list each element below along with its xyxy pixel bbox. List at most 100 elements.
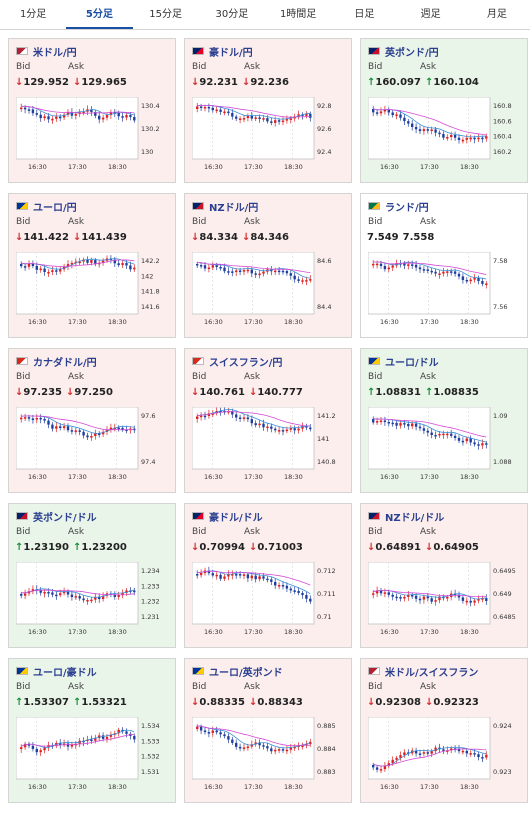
bid-ask-labels: Bid Ask xyxy=(16,682,120,692)
mini-chart[interactable]: 92.8 92.6 92.4 16:30 17:30 18:30 xyxy=(192,97,344,177)
candle xyxy=(23,743,27,748)
pair-name[interactable]: ユーロ/円 xyxy=(33,202,77,214)
pair-name[interactable]: ランド/円 xyxy=(385,202,429,214)
tab-7[interactable]: 月足 xyxy=(486,9,507,20)
tab-6[interactable]: 週足 xyxy=(420,9,441,20)
mini-chart[interactable]: 160.8 160.6 160.4 160.2 16:30 17:30 18:30 xyxy=(368,97,520,177)
candle xyxy=(418,129,422,132)
y-tick-label: 0.711 xyxy=(317,590,336,598)
candle xyxy=(461,440,465,443)
arrow-up-icon: ↑ xyxy=(424,387,434,398)
y-tick-label: 141 xyxy=(317,435,329,443)
pair-name[interactable]: NZドル/円 xyxy=(209,202,259,214)
mini-chart[interactable]: 7.58 7.56 16:30 17:30 18:30 xyxy=(368,252,520,332)
mini-chart[interactable]: 1.534 1.533 1.532 1.531 16:30 17:30 18:30 xyxy=(16,717,168,797)
mini-chart[interactable]: 130.4 130.2 130 16:30 17:30 18:30 xyxy=(16,97,168,177)
candle xyxy=(399,114,402,118)
candle xyxy=(407,264,410,266)
candle xyxy=(219,267,222,269)
candle xyxy=(227,574,230,577)
candle xyxy=(62,114,66,118)
y-tick-label: 141.6 xyxy=(141,303,160,311)
pair-name[interactable]: 豪ドル/ドル xyxy=(209,512,263,524)
candle xyxy=(199,415,203,418)
rate-card[interactable]: 英ポンド/円 Bid Ask ↑160.097 ↑160.104 160.8 160.6 16… xyxy=(360,38,528,183)
candle xyxy=(450,433,453,436)
tab-0[interactable]: 1分足 xyxy=(19,9,47,20)
mini-chart[interactable]: 142.2 142 141.8 141.6 16:30 17:30 18:30 xyxy=(16,252,168,332)
rate-card[interactable]: ユーロ/ドル Bid Ask ↑1.08831 ↑1.08835 1.09 1.088 16:… xyxy=(360,348,528,493)
pair-name[interactable]: カナダドル/円 xyxy=(33,357,97,369)
rate-card[interactable]: NZドル/ドル Bid Ask ↓0.64891 ↓0.64905 0.6495 0.649… xyxy=(360,503,528,648)
candle xyxy=(446,271,449,273)
ma-long-line xyxy=(21,589,135,596)
candle xyxy=(438,596,441,601)
candle xyxy=(297,590,300,593)
pair-name[interactable]: スイスフラン/円 xyxy=(209,357,283,369)
candle xyxy=(70,744,74,747)
tab-4[interactable]: 1時間足 xyxy=(279,9,317,20)
x-tick-label: 17:30 xyxy=(420,783,439,791)
timeframe-tabs: 1分足 5分足 15分足 30分足 1時間足 日足 週足 月足 xyxy=(0,0,530,30)
candle xyxy=(196,726,199,729)
candle xyxy=(430,432,433,436)
y-tick-label: 0.924 xyxy=(493,722,512,730)
x-tick-label: 18:30 xyxy=(284,783,303,791)
rate-card[interactable]: 豪ドル/ドル Bid Ask ↓0.70994 ↓0.71003 0.712 0.711 0.… xyxy=(184,503,352,648)
rate-card[interactable]: ランド/円 Bid Ask 7.549 7.558 7.58 7.56 16:30 17:30 1… xyxy=(360,193,528,338)
candle xyxy=(407,423,410,427)
tab-3[interactable]: 30分足 xyxy=(215,9,249,20)
candle xyxy=(411,123,414,127)
rate-card[interactable]: 米ドル/スイスフラン Bid Ask ↓0.92308 ↓0.92323 0.924 0.9… xyxy=(360,658,528,803)
mini-chart[interactable]: 0.712 0.711 0.71 16:30 17:30 18:30 xyxy=(192,562,344,642)
ask-label: Ask xyxy=(420,682,437,692)
ask-price: ↓0.88343 xyxy=(249,697,303,708)
candle xyxy=(469,137,472,140)
pair-name[interactable]: 米ドル/スイスフラン xyxy=(385,667,479,679)
rate-card[interactable]: ユーロ/豪ドル Bid Ask ↑1.53307 ↑1.53321 1.534 1.533 1… xyxy=(8,658,176,803)
mini-chart[interactable]: 1.09 1.088 16:30 17:30 18:30 xyxy=(368,407,520,487)
rate-card[interactable]: 豪ドル/円 Bid Ask ↓92.231 ↓92.236 92.8 92.6 92.4 16:… xyxy=(184,38,352,183)
candle xyxy=(391,594,394,597)
pair-name[interactable]: 英ポンド/ドル xyxy=(33,512,97,524)
mini-chart[interactable]: 0.924 0.923 16:30 17:30 18:30 xyxy=(368,717,520,797)
mini-chart[interactable]: 0.885 0.884 0.883 16:30 17:30 18:30 xyxy=(192,717,344,797)
candle xyxy=(289,588,292,591)
pair-name[interactable]: 豪ドル/円 xyxy=(209,47,253,59)
candle xyxy=(293,590,296,592)
pair-name[interactable]: 英ポンド/円 xyxy=(385,47,439,59)
ask-label: Ask xyxy=(244,527,261,537)
mini-chart[interactable]: 84.6 84.4 16:30 17:30 18:30 xyxy=(192,252,344,332)
candle xyxy=(23,593,27,596)
mini-chart[interactable]: 141.2 141 140.8 16:30 17:30 18:30 xyxy=(192,407,344,487)
tab-2[interactable]: 15分足 xyxy=(149,9,182,20)
rate-card[interactable]: カナダドル/円 Bid Ask ↓97.235 ↓97.250 97.6 97.4 16:30… xyxy=(8,348,176,493)
rate-card[interactable]: 米ドル/円 Bid Ask ↓129.952 ↓129.965 130.4 130.2 130… xyxy=(8,38,176,183)
mini-chart[interactable]: 0.6495 0.649 0.6485 16:30 17:30 18:30 xyxy=(368,562,520,642)
x-tick-label: 18:30 xyxy=(108,473,127,481)
ma-short-line xyxy=(197,409,311,429)
ask-value: 140.777 xyxy=(257,387,303,398)
pair-name[interactable]: NZドル/ドル xyxy=(385,512,445,524)
rate-card[interactable]: ユーロ/円 Bid Ask ↓141.422 ↓141.439 142.2 142 141.8… xyxy=(8,193,176,338)
candle xyxy=(277,120,281,122)
pair-name[interactable]: ユーロ/豪ドル xyxy=(33,667,97,679)
rate-card[interactable]: スイスフラン/円 Bid Ask ↓140.761 ↓140.777 141.2 141 14… xyxy=(184,348,352,493)
pair-name[interactable]: 米ドル/円 xyxy=(33,47,77,59)
candle xyxy=(372,263,375,266)
mini-chart[interactable]: 97.6 97.4 16:30 17:30 18:30 xyxy=(16,407,168,487)
pair-name[interactable]: ユーロ/ドル xyxy=(385,357,439,369)
candle xyxy=(301,280,304,282)
pair-name[interactable]: ユーロ/英ポンド xyxy=(209,667,283,679)
candle xyxy=(485,443,488,445)
card-header: スイスフラン/円 xyxy=(192,354,283,369)
bid-value: 141.422 xyxy=(23,232,69,243)
rate-card[interactable]: ユーロ/英ポンド Bid Ask ↓0.88335 ↓0.88343 0.885 0.884… xyxy=(184,658,352,803)
candle xyxy=(446,433,449,436)
ask-label: Ask xyxy=(244,217,261,227)
mini-chart[interactable]: 1.234 1.233 1.232 1.231 16:30 17:30 18:30 xyxy=(16,562,168,642)
tab-1[interactable]: 5分足 xyxy=(66,0,133,29)
tab-5[interactable]: 日足 xyxy=(354,9,375,20)
rate-card[interactable]: 英ポンド/ドル Bid Ask ↑1.23190 ↑1.23200 1.234 1.233 1… xyxy=(8,503,176,648)
rate-card[interactable]: NZドル/円 Bid Ask ↓84.334 ↓84.346 84.6 84.4 16:30 1… xyxy=(184,193,352,338)
